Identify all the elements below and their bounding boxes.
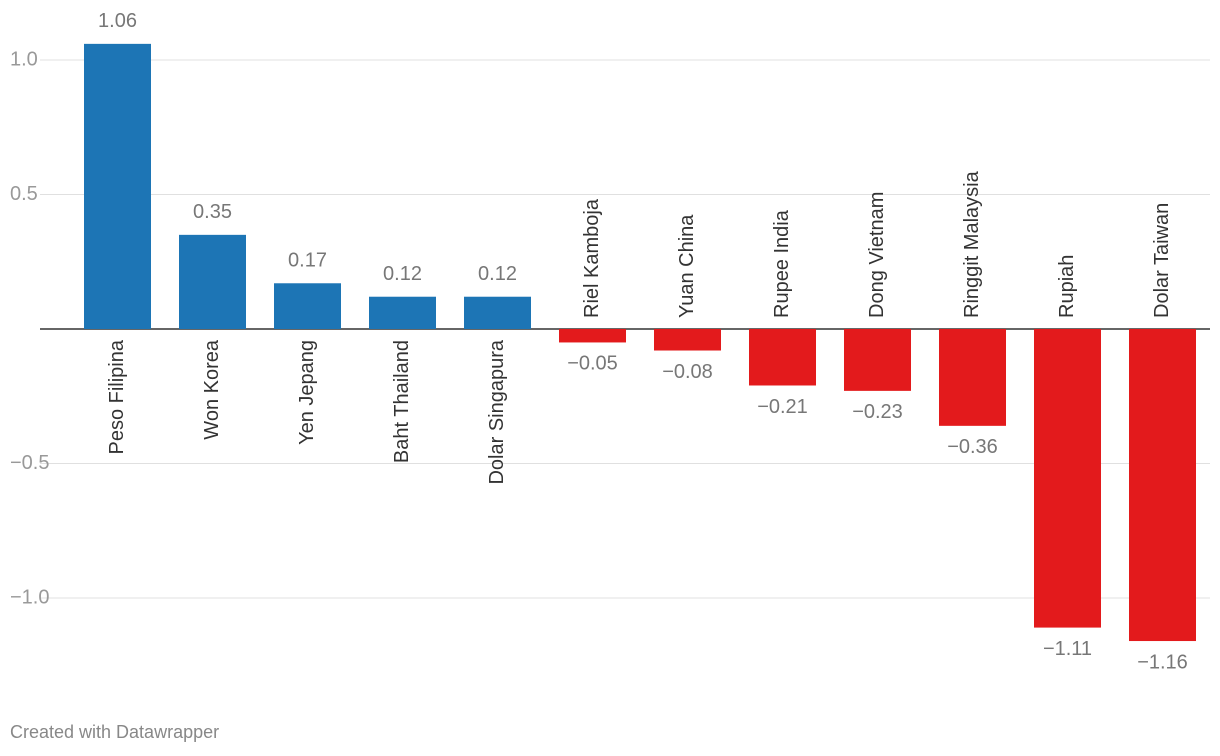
bar xyxy=(274,283,341,329)
bar xyxy=(84,43,151,330)
y-tick-label: 0.5 xyxy=(10,183,38,205)
category-label: Ringgit Malaysia xyxy=(961,170,983,318)
category-label: Rupee India xyxy=(771,209,793,318)
value-label: −0.23 xyxy=(852,401,903,423)
value-label: −0.08 xyxy=(662,361,713,383)
category-label: Rupiah xyxy=(1056,255,1078,318)
bar xyxy=(939,329,1006,426)
bar xyxy=(559,329,626,343)
category-label: Dong Vietnam xyxy=(866,192,888,318)
y-tick-label: 1.0 xyxy=(10,48,38,70)
category-label: Dolar Taiwan xyxy=(1151,203,1173,318)
value-label: 1.06 xyxy=(98,10,137,32)
category-label: Peso Filipina xyxy=(106,339,128,454)
category-label: Dolar Singapura xyxy=(486,339,508,484)
value-label: −0.05 xyxy=(567,353,618,375)
bar xyxy=(654,329,721,351)
category-label: Riel Kamboja xyxy=(581,198,603,318)
value-label: 0.17 xyxy=(288,250,327,272)
bar xyxy=(1034,329,1101,628)
bar xyxy=(464,296,531,329)
y-tick-label: −0.5 xyxy=(10,452,49,474)
value-label: 0.12 xyxy=(478,263,517,285)
bar xyxy=(749,329,816,386)
value-label: −1.16 xyxy=(1137,651,1188,673)
category-label: Yuan China xyxy=(676,214,698,318)
category-label: Yen Jepang xyxy=(296,340,318,445)
bar xyxy=(1129,329,1196,642)
bar xyxy=(844,329,911,391)
value-label: −0.36 xyxy=(947,436,998,458)
footer: Created with Datawrapper xyxy=(10,722,219,742)
bar xyxy=(369,296,436,329)
value-label: −0.21 xyxy=(757,396,808,418)
y-tick-label: −1.0 xyxy=(10,586,49,608)
value-label: 0.12 xyxy=(383,263,422,285)
category-label: Won Korea xyxy=(201,339,223,440)
value-label: 0.35 xyxy=(193,201,232,223)
value-label: −1.11 xyxy=(1043,638,1092,660)
bar xyxy=(179,234,246,329)
category-label: Baht Thailand xyxy=(391,340,413,463)
